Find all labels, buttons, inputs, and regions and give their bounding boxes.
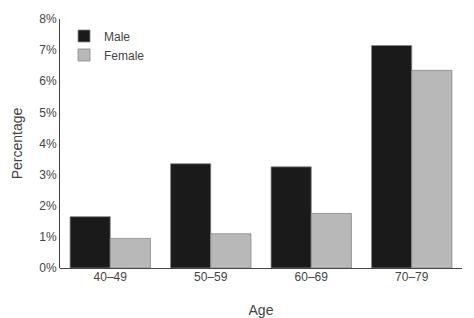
svg-text:4%: 4%	[39, 137, 57, 151]
svg-text:50–59: 50–59	[194, 270, 228, 284]
svg-text:Percentage: Percentage	[9, 107, 25, 179]
svg-text:7%: 7%	[39, 43, 57, 57]
svg-text:Male: Male	[104, 30, 130, 44]
svg-text:1%: 1%	[39, 230, 57, 244]
svg-text:60–69: 60–69	[295, 270, 329, 284]
svg-text:40–49: 40–49	[94, 270, 128, 284]
svg-text:5%: 5%	[39, 106, 57, 120]
svg-text:6%: 6%	[39, 74, 57, 88]
svg-text:3%: 3%	[39, 168, 57, 182]
svg-text:8%: 8%	[39, 12, 57, 26]
svg-text:Age: Age	[249, 302, 274, 318]
svg-text:Female: Female	[104, 49, 144, 63]
svg-text:70–79: 70–79	[395, 270, 429, 284]
svg-text:2%: 2%	[39, 199, 57, 213]
svg-text:0%: 0%	[39, 261, 57, 275]
